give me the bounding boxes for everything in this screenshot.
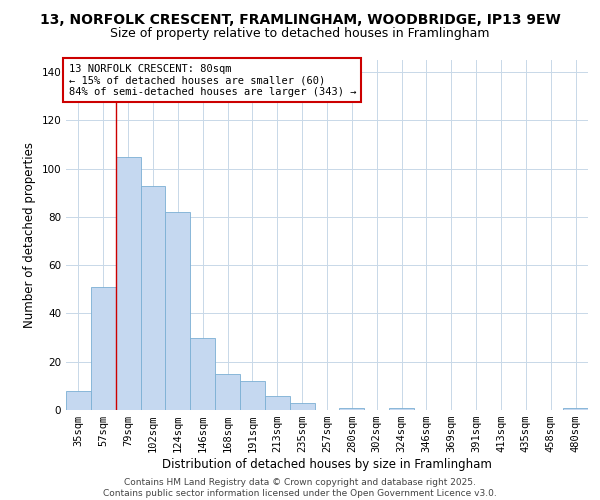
Bar — [91, 287, 116, 410]
Bar — [290, 403, 314, 410]
Bar — [265, 396, 290, 410]
Bar — [190, 338, 215, 410]
Bar — [166, 212, 190, 410]
Text: Contains HM Land Registry data © Crown copyright and database right 2025.
Contai: Contains HM Land Registry data © Crown c… — [103, 478, 497, 498]
Bar — [66, 390, 91, 410]
Bar — [116, 156, 140, 410]
Text: Size of property relative to detached houses in Framlingham: Size of property relative to detached ho… — [110, 28, 490, 40]
Bar — [140, 186, 166, 410]
Bar — [563, 408, 588, 410]
Text: 13 NORFOLK CRESCENT: 80sqm
← 15% of detached houses are smaller (60)
84% of semi: 13 NORFOLK CRESCENT: 80sqm ← 15% of deta… — [68, 64, 356, 96]
Y-axis label: Number of detached properties: Number of detached properties — [23, 142, 36, 328]
Bar — [340, 408, 364, 410]
Bar — [240, 381, 265, 410]
Text: 13, NORFOLK CRESCENT, FRAMLINGHAM, WOODBRIDGE, IP13 9EW: 13, NORFOLK CRESCENT, FRAMLINGHAM, WOODB… — [40, 12, 560, 26]
Bar — [215, 374, 240, 410]
Bar — [389, 408, 414, 410]
X-axis label: Distribution of detached houses by size in Framlingham: Distribution of detached houses by size … — [162, 458, 492, 471]
